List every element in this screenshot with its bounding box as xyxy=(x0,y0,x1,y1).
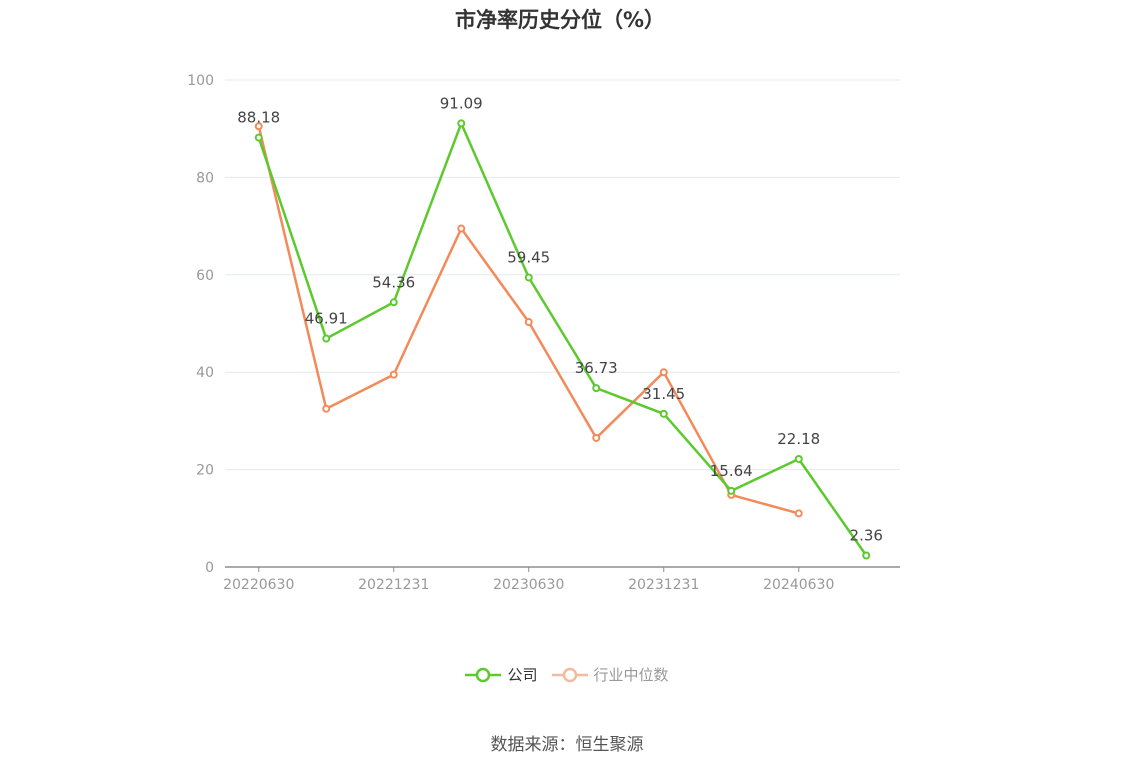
y-tick-label: 80 xyxy=(196,170,214,186)
x-tick-label: 20240630 xyxy=(763,577,834,593)
company-series-line xyxy=(257,122,868,557)
company-point xyxy=(727,486,736,495)
data-label: 91.09 xyxy=(440,94,483,112)
data-label: 59.45 xyxy=(507,248,550,266)
industry-point xyxy=(794,509,803,518)
legend-label: 行业中位数 xyxy=(593,666,669,684)
industry-point xyxy=(457,224,466,233)
series-group xyxy=(254,119,871,560)
company-point xyxy=(794,454,803,463)
legend-label: 公司 xyxy=(507,666,538,684)
y-tick-label: 100 xyxy=(187,73,214,89)
data-label: 54.36 xyxy=(372,273,415,291)
company-point xyxy=(389,298,398,307)
industry-point xyxy=(592,433,601,442)
data-source: 数据来源：恒生聚源 xyxy=(490,735,644,755)
x-tick-label: 20231231 xyxy=(628,577,699,593)
y-tick-label: 40 xyxy=(196,365,214,381)
industry-point xyxy=(659,368,668,377)
industry-point xyxy=(254,122,263,131)
company-point xyxy=(862,551,871,560)
data-label: 22.18 xyxy=(777,430,820,448)
x-tick-label: 20221231 xyxy=(358,577,429,593)
data-label: 88.18 xyxy=(237,109,280,127)
company-point xyxy=(457,119,466,128)
legend-line-marker-icon xyxy=(551,667,588,682)
company-point xyxy=(322,334,331,343)
legend-item-industry[interactable]: 行业中位数 xyxy=(551,664,669,685)
company-point xyxy=(592,384,601,393)
data-label: 2.36 xyxy=(850,527,883,545)
x-axis: 20220630 20221231 20230630 20231231 20240630 xyxy=(223,566,900,593)
grid-lines xyxy=(225,79,900,471)
x-tick-label: 20220630 xyxy=(223,577,294,593)
legend-item-company[interactable]: 公司 xyxy=(465,664,538,685)
data-label: 36.73 xyxy=(575,359,618,377)
x-tick-label: 20230630 xyxy=(493,577,564,593)
data-label: 31.45 xyxy=(642,385,685,403)
y-tick-label: 20 xyxy=(196,463,214,479)
data-label: 15.64 xyxy=(710,462,753,480)
y-axis-ticks: 0 20 40 60 80 100 xyxy=(187,73,214,576)
company-point xyxy=(659,409,668,418)
company-point xyxy=(524,273,533,282)
data-labels: 88.18 46.91 54.36 91.09 59.45 36.73 31.45 15.64… xyxy=(237,94,883,544)
company-point xyxy=(254,133,263,142)
industry-point xyxy=(322,404,331,413)
chart-title: 市净率历史分位（%） xyxy=(454,8,666,32)
y-tick-label: 0 xyxy=(205,560,214,576)
y-tick-label: 60 xyxy=(196,268,214,284)
legend: 公司 行业中位数 xyxy=(0,664,1134,685)
industry-point xyxy=(524,318,533,327)
data-label: 46.91 xyxy=(305,310,348,328)
legend-line-marker-icon xyxy=(465,667,502,682)
industry-point xyxy=(389,370,398,379)
